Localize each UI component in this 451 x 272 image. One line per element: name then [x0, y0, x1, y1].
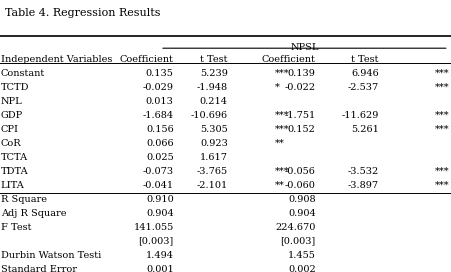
Text: -0.029: -0.029	[143, 82, 174, 92]
Text: 0.214: 0.214	[200, 97, 228, 106]
Text: Coefficient: Coefficient	[262, 55, 316, 64]
Text: F Test: F Test	[1, 222, 32, 231]
Text: 5.239: 5.239	[200, 69, 228, 78]
Text: Durbin Watson Testi: Durbin Watson Testi	[1, 251, 101, 259]
Text: Adj R Square: Adj R Square	[1, 209, 66, 218]
Text: -0.041: -0.041	[143, 181, 174, 190]
Text: 0.135: 0.135	[146, 69, 174, 78]
Text: 0.904: 0.904	[146, 209, 174, 218]
Text: 0.923: 0.923	[200, 138, 228, 147]
Text: **: **	[275, 138, 285, 147]
Text: ***: ***	[275, 69, 290, 78]
Text: -3.897: -3.897	[348, 181, 379, 190]
Text: -0.073: -0.073	[143, 166, 174, 175]
Text: 5.305: 5.305	[200, 125, 228, 134]
Text: NPSL: NPSL	[290, 44, 319, 52]
Text: 0.066: 0.066	[146, 138, 174, 147]
Text: 1.455: 1.455	[288, 251, 316, 259]
Text: GDP: GDP	[1, 110, 23, 120]
Text: -2.537: -2.537	[348, 82, 379, 92]
Text: CPI: CPI	[1, 125, 19, 134]
Text: Constant: Constant	[1, 69, 45, 78]
Text: ***: ***	[435, 69, 450, 78]
Text: 0.904: 0.904	[288, 209, 316, 218]
Text: ***: ***	[435, 181, 450, 190]
Text: 1.617: 1.617	[200, 153, 228, 162]
Text: NPL: NPL	[1, 97, 23, 106]
Text: -10.696: -10.696	[191, 110, 228, 120]
Text: 0.002: 0.002	[288, 265, 316, 272]
Text: ***: ***	[275, 166, 290, 175]
Text: 224.670: 224.670	[275, 222, 316, 231]
Text: ***: ***	[435, 82, 450, 92]
Text: ***: ***	[435, 110, 450, 120]
Text: -1.684: -1.684	[143, 110, 174, 120]
Text: 6.946: 6.946	[351, 69, 379, 78]
Text: 0.152: 0.152	[288, 125, 316, 134]
Text: -3.532: -3.532	[348, 166, 379, 175]
Text: -1.751: -1.751	[285, 110, 316, 120]
Text: LITA: LITA	[1, 181, 25, 190]
Text: ***: ***	[275, 125, 290, 134]
Text: 0.001: 0.001	[146, 265, 174, 272]
Text: CoR: CoR	[1, 138, 22, 147]
Text: t Test: t Test	[200, 55, 228, 64]
Text: -0.060: -0.060	[285, 181, 316, 190]
Text: 0.013: 0.013	[146, 97, 174, 106]
Text: 0.139: 0.139	[288, 69, 316, 78]
Text: **: **	[275, 181, 285, 190]
Text: [0.003]: [0.003]	[281, 237, 316, 246]
Text: ***: ***	[435, 166, 450, 175]
Text: TDTA: TDTA	[1, 166, 28, 175]
Text: 0.908: 0.908	[288, 194, 316, 203]
Text: -0.022: -0.022	[285, 82, 316, 92]
Text: t Test: t Test	[351, 55, 379, 64]
Text: R Square: R Square	[1, 194, 47, 203]
Text: -11.629: -11.629	[341, 110, 379, 120]
Text: -1.948: -1.948	[197, 82, 228, 92]
Text: Coefficient: Coefficient	[120, 55, 174, 64]
Text: 0.910: 0.910	[146, 194, 174, 203]
Text: 1.494: 1.494	[146, 251, 174, 259]
Text: *: *	[275, 82, 280, 92]
Text: 5.261: 5.261	[351, 125, 379, 134]
Text: 141.055: 141.055	[133, 222, 174, 231]
Text: Standard Error: Standard Error	[1, 265, 77, 272]
Text: 0.156: 0.156	[146, 125, 174, 134]
Text: Table 4. Regression Results: Table 4. Regression Results	[5, 8, 160, 18]
Text: -3.765: -3.765	[197, 166, 228, 175]
Text: TCTA: TCTA	[1, 153, 28, 162]
Text: [0.003]: [0.003]	[138, 237, 174, 246]
Text: 0.025: 0.025	[146, 153, 174, 162]
Text: TCTD: TCTD	[1, 82, 29, 92]
Text: ***: ***	[435, 125, 450, 134]
Text: -0.056: -0.056	[285, 166, 316, 175]
Text: Independent Variables: Independent Variables	[1, 55, 112, 64]
Text: -2.101: -2.101	[197, 181, 228, 190]
Text: ***: ***	[275, 110, 290, 120]
